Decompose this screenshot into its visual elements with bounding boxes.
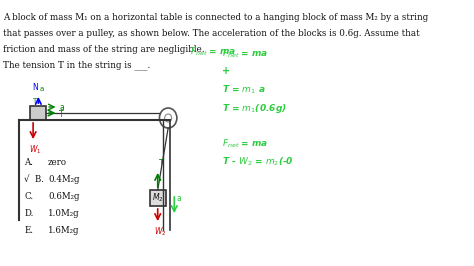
Bar (30, 106, 46, 120)
Text: 0.4M₂g: 0.4M₂g (48, 175, 80, 184)
Bar (150, 190, 165, 206)
Text: A.: A. (24, 158, 33, 167)
Text: D.: D. (24, 209, 34, 218)
Text: √  B.: √ B. (24, 175, 45, 184)
Text: $F_{net}$ = ma: $F_{net}$ = ma (222, 48, 269, 60)
Text: 1.0M₂g: 1.0M₂g (48, 209, 80, 218)
Text: friction and mass of the string are negligible.: friction and mass of the string are negl… (3, 45, 205, 54)
Text: T = $m_1$(0.6g): T = $m_1$(0.6g) (222, 102, 287, 115)
Text: a: a (176, 194, 181, 203)
Text: +: + (222, 66, 230, 76)
Text: A block of mass M₁ on a horizontal table is connected to a hanging block of mass: A block of mass M₁ on a horizontal table… (3, 13, 429, 22)
Text: C.: C. (24, 192, 34, 201)
Text: E.: E. (24, 226, 33, 235)
Text: $W_1$: $W_1$ (29, 144, 41, 156)
Text: The tension T in the string is ___.: The tension T in the string is ___. (3, 60, 151, 70)
Text: T = $m_1$ a: T = $m_1$ a (222, 84, 266, 97)
Text: 0.6M₂g: 0.6M₂g (48, 192, 80, 201)
Text: $M_2$: $M_2$ (152, 192, 164, 204)
Text: T - $W_2$ = $m_2$(-0: T - $W_2$ = $m_2$(-0 (222, 156, 294, 168)
Text: N: N (32, 83, 38, 92)
Text: $F_{net}$ = ma: $F_{net}$ = ma (222, 138, 269, 151)
Text: $W_2$: $W_2$ (154, 226, 167, 239)
Text: a: a (39, 86, 44, 92)
Text: $F_{net}$ = ma: $F_{net}$ = ma (190, 45, 237, 57)
Text: that passes over a pulley, as shown below. The acceleration of the blocks is 0.6: that passes over a pulley, as shown belo… (3, 29, 420, 38)
Text: T: T (59, 110, 64, 119)
Text: a: a (59, 103, 64, 112)
Text: T: T (159, 159, 164, 168)
Text: T: T (32, 98, 36, 104)
Text: zero: zero (48, 158, 67, 167)
Text: 1.6M₂g: 1.6M₂g (48, 226, 80, 235)
